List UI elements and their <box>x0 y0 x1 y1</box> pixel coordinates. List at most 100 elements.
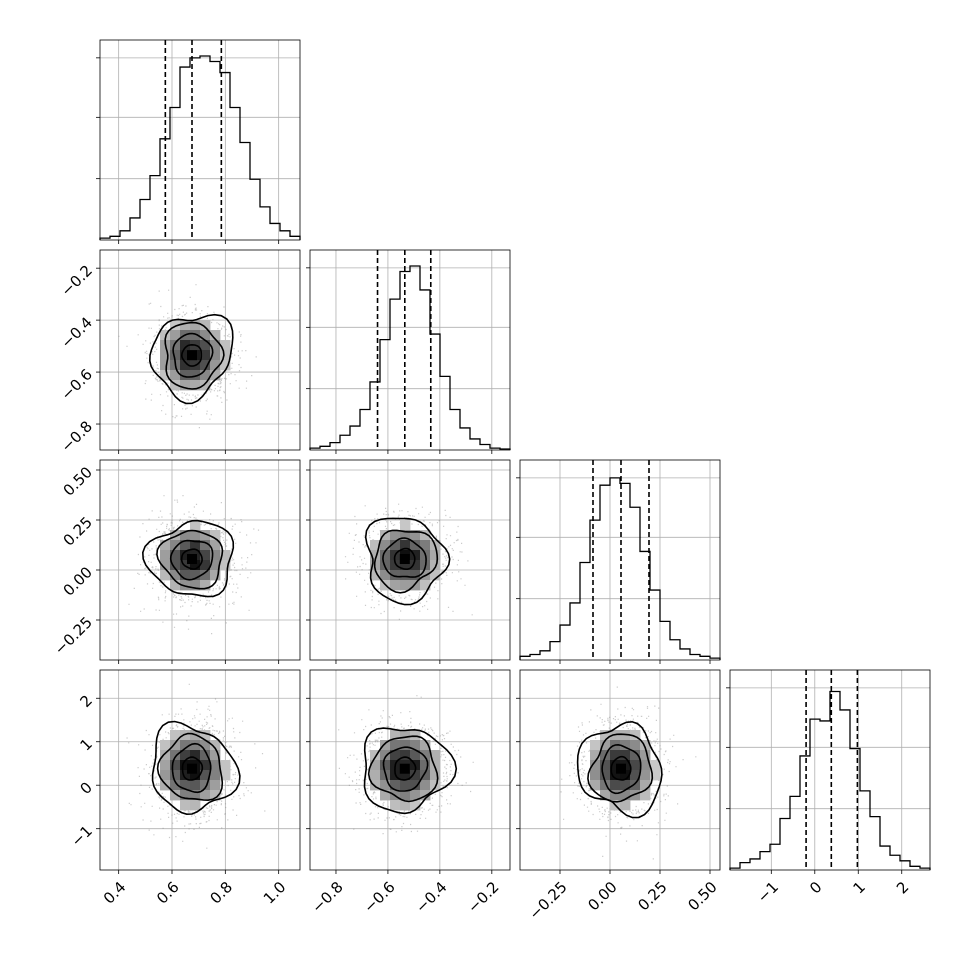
density-cell <box>400 780 411 791</box>
density-cell <box>430 550 441 561</box>
density-cell <box>390 580 401 591</box>
y-tick-label: 0 <box>77 778 96 797</box>
density-cell <box>590 770 601 781</box>
x-tick-label: −1 <box>754 878 782 906</box>
density-cell <box>610 750 621 761</box>
density-cell <box>210 790 221 801</box>
density-cell <box>170 340 181 351</box>
density-cell <box>200 540 211 551</box>
contour-line <box>364 517 451 606</box>
scatter-panel-2-1 <box>306 459 511 664</box>
histogram-panel-2 <box>516 459 721 664</box>
density-cell <box>200 370 211 381</box>
density-cell <box>430 760 441 771</box>
density-cell <box>180 340 191 351</box>
density-cell <box>370 750 381 761</box>
x-tick-label: 0.25 <box>634 878 670 914</box>
histogram-step-line <box>309 265 511 450</box>
contour-line <box>156 529 224 590</box>
panel-background <box>310 250 510 450</box>
density-cell <box>170 540 181 551</box>
density-cell <box>390 740 401 751</box>
density-cell <box>410 750 421 761</box>
density-cell <box>420 770 431 781</box>
density-cell <box>640 770 651 781</box>
density-cell <box>160 370 171 381</box>
panel-frame <box>99 249 301 451</box>
panel-frame <box>309 249 511 451</box>
density-cell <box>180 790 191 801</box>
density-cell <box>180 740 191 751</box>
density-cell <box>400 790 411 801</box>
density-cell <box>210 340 221 351</box>
density-cell <box>430 750 441 761</box>
density-cell <box>170 570 181 581</box>
density-cell <box>190 320 201 331</box>
density-cell <box>200 530 211 541</box>
density-cell <box>210 770 221 781</box>
density-cell <box>200 320 211 331</box>
density-cell <box>420 530 431 541</box>
density-cell <box>210 330 221 341</box>
density-cell <box>640 740 651 751</box>
scatter-points <box>128 495 260 635</box>
density-cell <box>630 780 641 791</box>
density-cell <box>410 530 421 541</box>
density-cell <box>180 370 191 381</box>
y-tick-label: 0.25 <box>60 513 96 549</box>
histogram-step-line <box>519 477 721 660</box>
density-cell <box>410 550 421 561</box>
density-cell <box>190 540 201 551</box>
density-cell <box>160 750 171 761</box>
y-tick-label: −0.2 <box>58 261 96 299</box>
density-layer <box>126 683 266 849</box>
y-tick-label: 2 <box>77 692 96 711</box>
density-cell <box>390 540 401 551</box>
density-cell <box>200 750 211 761</box>
density-cell <box>640 790 651 801</box>
density-cell <box>210 570 221 581</box>
density-cell <box>610 790 621 801</box>
density-cell <box>620 740 631 751</box>
contour-line <box>393 547 416 570</box>
density-cell <box>160 330 171 341</box>
density-cell <box>390 750 401 761</box>
density-cell <box>410 740 421 751</box>
density-cell <box>600 790 611 801</box>
density-peak <box>187 554 197 564</box>
density-cell <box>200 580 211 591</box>
x-tick-label: −0.6 <box>360 878 398 916</box>
density-cell <box>190 570 201 581</box>
density-cell <box>160 570 171 581</box>
density-cell <box>370 540 381 551</box>
histogram-step-line <box>729 690 931 870</box>
histogram-panel-3 <box>726 669 931 874</box>
density-cell <box>420 740 431 751</box>
panel-frame <box>99 459 301 661</box>
density-cell <box>200 740 211 751</box>
x-tick-label: −0.25 <box>526 878 571 923</box>
y-tick-label: −0.8 <box>58 417 96 455</box>
density-cell <box>220 340 231 351</box>
density-cell <box>200 550 211 561</box>
y-tick-label: −0.25 <box>51 613 96 658</box>
contour-line <box>382 746 429 792</box>
x-tick-label: 0.8 <box>206 878 236 908</box>
x-tick-label: 1 <box>850 878 869 897</box>
scatter-panel-3-2 <box>516 669 721 874</box>
density-cell <box>200 360 211 371</box>
x-tick-label: 0.6 <box>153 878 183 908</box>
x-tick-label: 0 <box>806 878 825 897</box>
density-cell <box>170 380 181 391</box>
density-cell <box>200 380 211 391</box>
density-cell <box>400 580 411 591</box>
density-cell <box>370 770 381 781</box>
density-cell <box>410 730 421 741</box>
contour-line <box>373 529 439 594</box>
density-cell <box>170 580 181 591</box>
density-peak <box>399 763 410 774</box>
scatter-panel-3-1 <box>306 669 511 874</box>
density-cell <box>400 750 411 761</box>
density-cell <box>650 760 661 771</box>
scatter-panel-3-0 <box>96 669 301 874</box>
